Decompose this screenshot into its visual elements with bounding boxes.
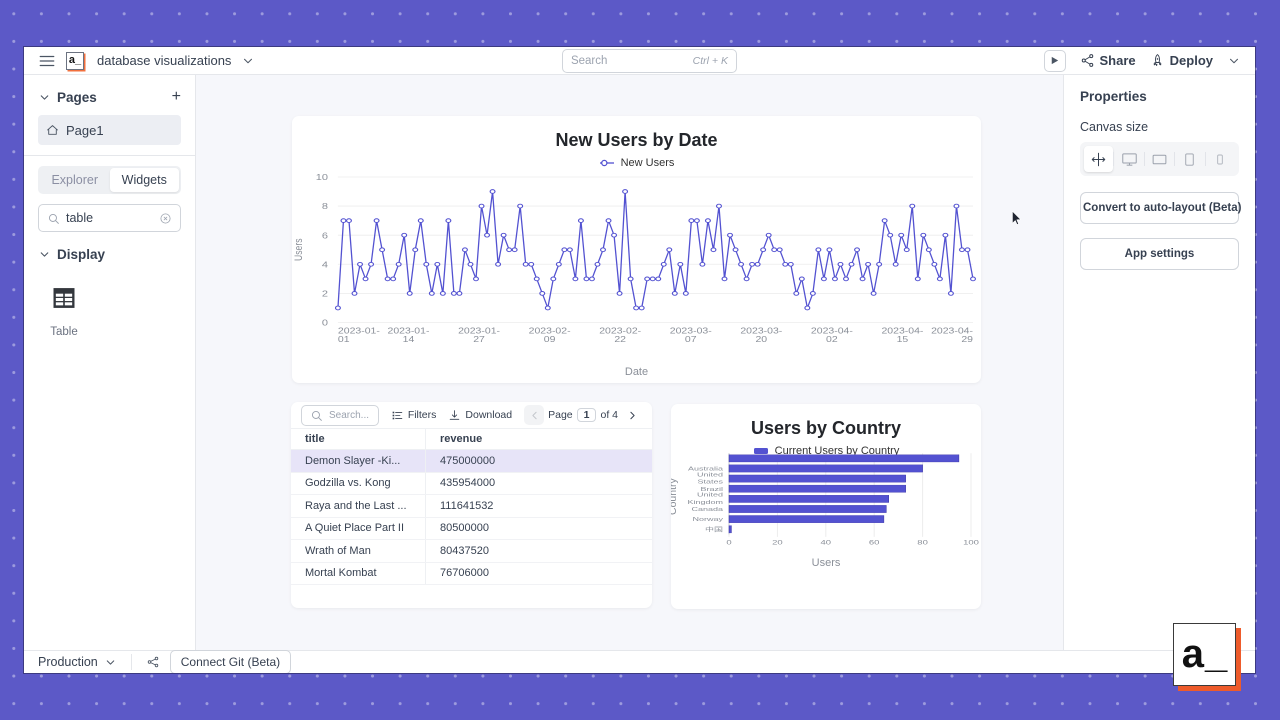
svg-text:02: 02: [826, 334, 838, 344]
svg-text:2: 2: [322, 290, 328, 300]
svg-text:27: 27: [473, 334, 485, 344]
svg-text:20: 20: [772, 539, 783, 546]
svg-text:States: States: [698, 478, 724, 485]
svg-text:4: 4: [322, 260, 329, 270]
svg-text:14: 14: [403, 334, 415, 344]
svg-text:60: 60: [869, 539, 880, 546]
svg-text:Users: Users: [293, 238, 305, 261]
svg-text:22: 22: [614, 334, 626, 344]
svg-text:United: United: [697, 471, 723, 478]
svg-text:09: 09: [544, 334, 556, 344]
svg-text:0: 0: [726, 539, 732, 546]
svg-text:United: United: [697, 491, 723, 498]
svg-text:15: 15: [897, 334, 909, 344]
svg-text:Canada: Canada: [692, 506, 724, 513]
svg-text:10: 10: [316, 173, 329, 183]
svg-text:6: 6: [322, 231, 329, 241]
svg-text:Kingdom: Kingdom: [688, 499, 723, 506]
svg-text:0: 0: [322, 319, 329, 329]
svg-text:01: 01: [338, 334, 350, 344]
svg-text:100: 100: [963, 539, 980, 546]
svg-text:8: 8: [322, 202, 329, 212]
svg-text:20: 20: [755, 334, 767, 344]
svg-text:80: 80: [917, 539, 928, 546]
svg-text:29: 29: [961, 334, 973, 344]
svg-text:07: 07: [685, 334, 697, 344]
svg-text:40: 40: [821, 539, 832, 546]
svg-text:Norway: Norway: [693, 516, 724, 523]
svg-text:中国: 中国: [705, 525, 723, 533]
